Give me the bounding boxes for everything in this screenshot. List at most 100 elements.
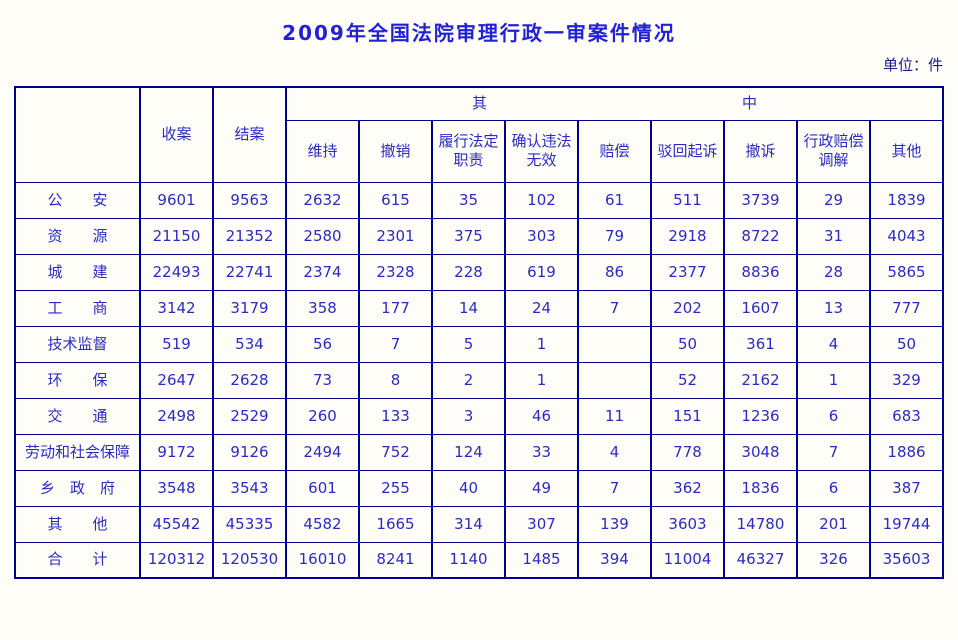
data-cell: 133: [358, 397, 433, 435]
unit-label: 单位：件: [882, 56, 943, 74]
table-row: 工 商 3142 3179 358 177 14 24 7 202 1607 13 777: [14, 289, 944, 327]
col-header-cases-received: 收案: [139, 86, 214, 183]
data-cell: 2301: [358, 217, 433, 255]
data-cell: 124: [431, 433, 506, 471]
data-cell: 13: [796, 289, 871, 327]
data-cell: 21352: [212, 217, 287, 255]
header-row-top: 收案 结案 其 中: [14, 86, 944, 183]
row-label-cell: 乡 政 府: [14, 469, 141, 507]
data-cell: 46: [504, 397, 579, 435]
data-cell: 46327: [723, 541, 798, 579]
data-cell: 2580: [285, 217, 360, 255]
row-label-cell: 城 建: [14, 253, 141, 291]
data-cell: 3603: [650, 505, 725, 543]
data-cell: 4043: [869, 217, 944, 255]
row-label-cell: 技术监督: [14, 325, 141, 363]
data-cell: 2: [431, 361, 506, 399]
data-cell: 8: [358, 361, 433, 399]
data-cell: 28: [796, 253, 871, 291]
table-row: 公 安 9601 9563 2632 615 35 102 61 511 3739 29 1839: [14, 181, 944, 219]
data-cell: 11: [577, 397, 652, 435]
data-cell: 314: [431, 505, 506, 543]
col-header-claim-rejected: 驳回起诉: [650, 119, 725, 183]
data-cell: 3543: [212, 469, 287, 507]
page: 2009年全国法院审理行政一审案件情况 单位：件 收案 结案 其 中 维持 撤销…: [0, 22, 958, 579]
data-cell: 1886: [869, 433, 944, 471]
data-cell: 3: [431, 397, 506, 435]
row-label-cell: 其 他: [14, 505, 141, 543]
data-cell: 362: [650, 469, 725, 507]
table-row: 交 通 2498 2529 260 133 3 46 11 151 1236 6 683: [14, 397, 944, 435]
data-cell: 1665: [358, 505, 433, 543]
col-header-revoked: 撤销: [358, 119, 433, 183]
data-cell: 3048: [723, 433, 798, 471]
data-cell: 1836: [723, 469, 798, 507]
data-cell: 9563: [212, 181, 287, 219]
data-cell: 752: [358, 433, 433, 471]
data-cell: 5865: [869, 253, 944, 291]
data-cell: 50: [650, 325, 725, 363]
data-cell: 2377: [650, 253, 725, 291]
col-header-compensation: 赔偿: [577, 119, 652, 183]
data-cell: 534: [212, 325, 287, 363]
data-cell: 120312: [139, 541, 214, 579]
data-cell: 24: [504, 289, 579, 327]
data-cell: 6: [796, 397, 871, 435]
data-cell: 7: [358, 325, 433, 363]
data-cell: 177: [358, 289, 433, 327]
data-cell: 79: [577, 217, 652, 255]
data-cell: 14: [431, 289, 506, 327]
data-cell: 3179: [212, 289, 287, 327]
data-cell: 5: [431, 325, 506, 363]
data-cell: 9172: [139, 433, 214, 471]
data-cell: 35603: [869, 541, 944, 579]
data-cell: 4582: [285, 505, 360, 543]
data-cell: 11004: [650, 541, 725, 579]
data-cell: 511: [650, 181, 725, 219]
data-cell: 2628: [212, 361, 287, 399]
col-header-admin-compensation-mediation: 行政赔偿调解: [796, 119, 871, 183]
header-row-sub: 维持 撤销 履行法定职责 确认违法无效 赔偿 驳回起诉 撤诉 行政赔偿调解 其他: [15, 119, 944, 183]
col-header-upheld: 维持: [285, 119, 360, 183]
data-cell: 14780: [723, 505, 798, 543]
data-cell: 21150: [139, 217, 214, 255]
data-cell: 1839: [869, 181, 944, 219]
data-cell: 2647: [139, 361, 214, 399]
data-cell: 61: [577, 181, 652, 219]
data-cell: 375: [431, 217, 506, 255]
data-cell: 9126: [212, 433, 287, 471]
row-label-cell: 公 安: [14, 181, 141, 219]
data-cell: 683: [869, 397, 944, 435]
data-cell: 303: [504, 217, 579, 255]
table-row: 劳动和社会保障 9172 9126 2494 752 124 33 4 778 3048 7 1886: [14, 433, 944, 471]
data-cell: 9601: [139, 181, 214, 219]
data-cell: 52: [650, 361, 725, 399]
data-cell: 86: [577, 253, 652, 291]
data-cell: 778: [650, 433, 725, 471]
table-row: 合 计 120312 120530 16010 8241 1140 1485 394 11004…: [14, 541, 944, 579]
data-cell: 1: [504, 325, 579, 363]
data-cell: 31: [796, 217, 871, 255]
col-header-other: 其他: [869, 119, 944, 183]
data-cell: 50: [869, 325, 944, 363]
data-cell: [577, 325, 652, 363]
data-cell: 7: [796, 433, 871, 471]
data-cell: 16010: [285, 541, 360, 579]
table-row: 环 保 2647 2628 73 8 2 1 52 2162 1 329: [14, 361, 944, 399]
data-cell: 519: [139, 325, 214, 363]
data-cell: 7: [577, 289, 652, 327]
row-label-cell: 劳动和社会保障: [14, 433, 141, 471]
data-cell: 260: [285, 397, 360, 435]
data-cell: 3548: [139, 469, 214, 507]
data-cell: 73: [285, 361, 360, 399]
data-cell: 2632: [285, 181, 360, 219]
row-label-cell: 资 源: [14, 217, 141, 255]
data-cell: 2328: [358, 253, 433, 291]
data-cell: 22493: [139, 253, 214, 291]
data-cell: 307: [504, 505, 579, 543]
data-cell: 35: [431, 181, 506, 219]
data-cell: 8241: [358, 541, 433, 579]
data-cell: 19744: [869, 505, 944, 543]
data-cell: 45542: [139, 505, 214, 543]
data-cell: 394: [577, 541, 652, 579]
